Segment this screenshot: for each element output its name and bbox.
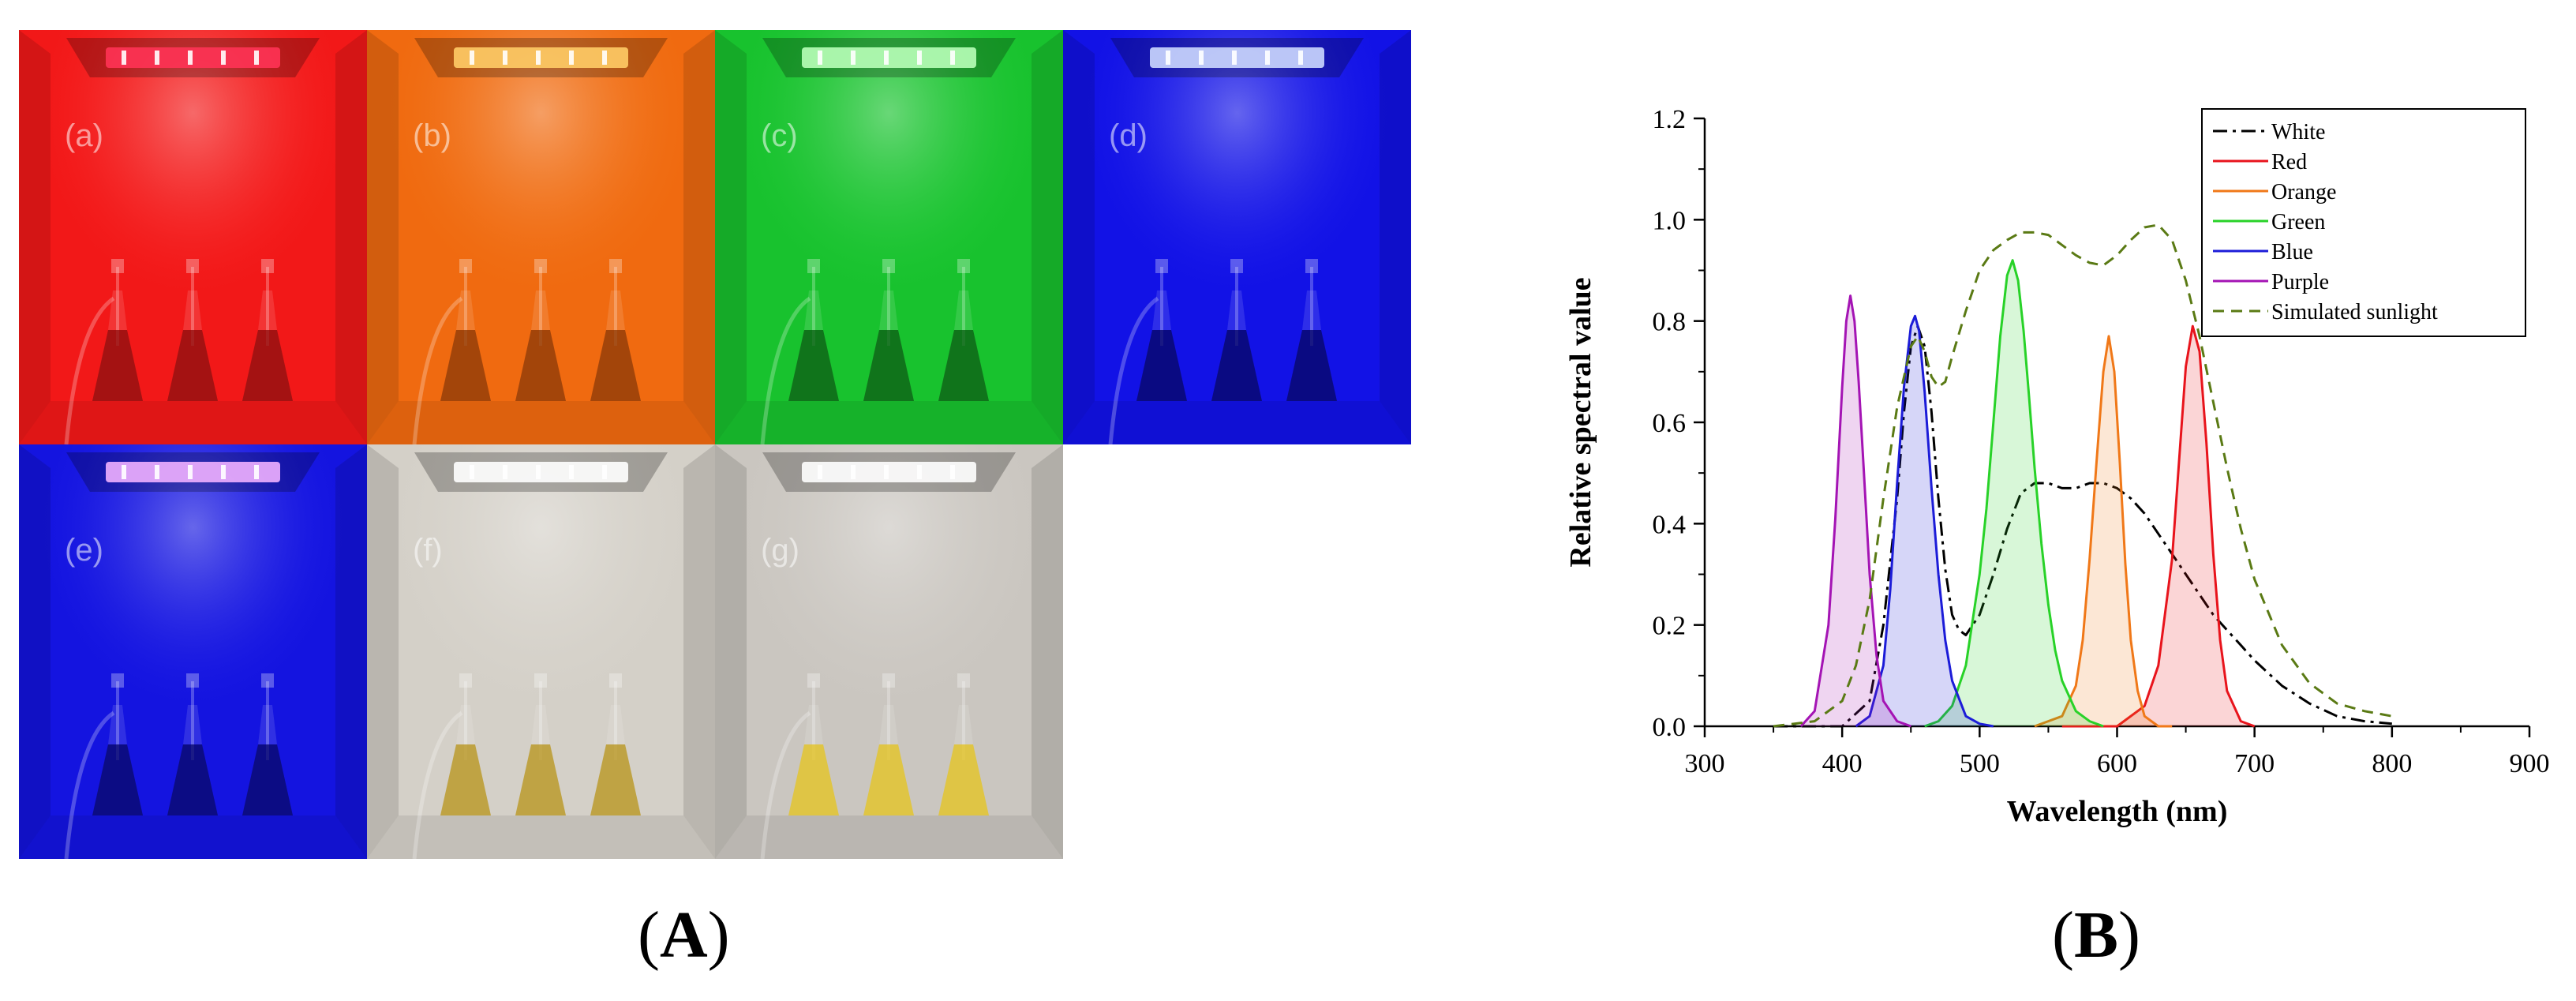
y-tick-label: 1.0 xyxy=(1653,206,1687,235)
x-tick-label: 400 xyxy=(1822,749,1863,778)
x-axis-label: Wavelength (nm) xyxy=(2007,795,2228,828)
series-line-simulated-sunlight xyxy=(1773,223,2393,728)
series-fill-red xyxy=(2061,326,2255,726)
y-tick-label: 1.2 xyxy=(1653,105,1687,134)
photo-panel-c: (c) xyxy=(715,30,1063,444)
legend-entry: Blue xyxy=(2271,240,2313,264)
x-tick-label: 900 xyxy=(2510,749,2550,778)
photo-label: (a) xyxy=(65,118,103,153)
x-tick-label: 800 xyxy=(2372,749,2412,778)
photo-panel-f: (f) xyxy=(367,444,715,859)
photo-scene xyxy=(367,444,715,859)
series-fill-orange xyxy=(2035,336,2173,726)
photo-label: (b) xyxy=(413,118,451,153)
x-tick-label: 500 xyxy=(1960,749,2000,778)
y-tick-label: 0.6 xyxy=(1653,409,1687,438)
panel-b-caption-letter: B xyxy=(2073,898,2119,972)
series-line-purple xyxy=(1799,294,1911,728)
series-fill-green xyxy=(1924,260,2104,726)
panel-a-caption: (A) xyxy=(638,898,730,972)
legend-entry: Purple xyxy=(2271,270,2329,294)
photo-label: (d) xyxy=(1109,118,1148,153)
spectrum-chart: 300 400 500 600 700 800 900 0.0 0.2 0.4 0.6 0.8 1.0 1… xyxy=(1547,87,2573,876)
photo-label: (c) xyxy=(761,118,798,153)
series-line-red xyxy=(2061,324,2256,728)
legend-entry: Red xyxy=(2271,150,2307,174)
series-line-blue xyxy=(1855,314,1994,728)
panel-a-caption-letter: A xyxy=(659,898,708,972)
series-line-green xyxy=(1924,259,2104,728)
x-tick-label: 600 xyxy=(2097,749,2137,778)
x-tick-label: 700 xyxy=(2234,749,2275,778)
photo-panel-e: (e) xyxy=(19,444,367,859)
series-fill-blue xyxy=(1855,316,1994,726)
y-axis-label: Relative spectral value xyxy=(1564,277,1597,567)
photo-label: (f) xyxy=(413,533,443,568)
y-tick-label: 0.4 xyxy=(1653,510,1687,539)
photo-scene xyxy=(19,444,367,859)
panel-b-caption: (B) xyxy=(2052,898,2140,972)
legend-entry: Green xyxy=(2271,210,2325,234)
photo-scene xyxy=(715,30,1063,444)
y-tick-label: 0.0 xyxy=(1653,713,1687,742)
chart-svg: 300 400 500 600 700 800 900 0.0 0.2 0.4 0.6 0.8 1.0 1… xyxy=(1564,105,2550,828)
x-tick-label: 300 xyxy=(1685,749,1725,778)
photo-label: (g) xyxy=(761,533,799,568)
photo-grid: (a) (b) (c) (d) (e) (f) (g) xyxy=(19,30,1411,859)
photo-panel-a: (a) xyxy=(19,30,367,444)
legend-entry: Orange xyxy=(2271,180,2336,204)
series-line-white xyxy=(1773,324,2392,728)
series-line-orange xyxy=(2034,335,2173,728)
legend-entry: Simulated sunlight xyxy=(2271,300,2438,324)
photo-panel-d: (d) xyxy=(1063,30,1411,444)
photo-label: (e) xyxy=(65,533,103,568)
photo-scene xyxy=(19,30,367,444)
photo-scene xyxy=(1063,30,1411,444)
legend-entry: White xyxy=(2271,120,2325,144)
photo-scene xyxy=(715,444,1063,859)
legend-box xyxy=(2201,108,2526,337)
series-fill-purple xyxy=(1800,295,1911,727)
y-tick-label: 0.8 xyxy=(1653,308,1687,337)
photo-scene xyxy=(367,30,715,444)
photo-panel-b: (b) xyxy=(367,30,715,444)
photo-panel-g: (g) xyxy=(715,444,1063,859)
y-tick-label: 0.2 xyxy=(1653,612,1687,641)
